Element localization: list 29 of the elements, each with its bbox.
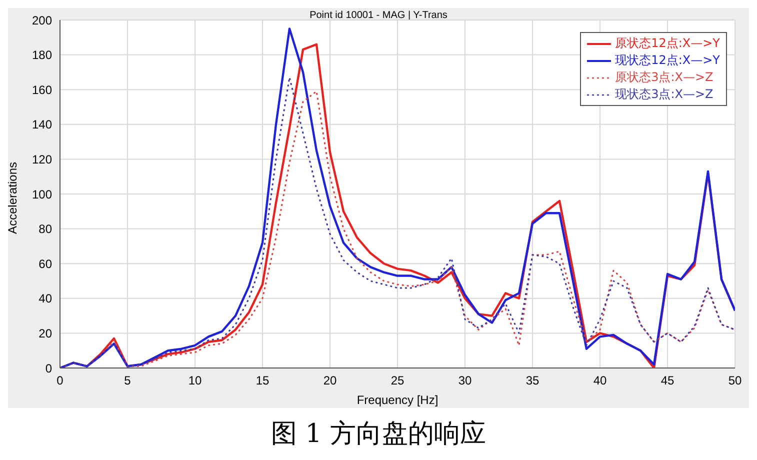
- y-tick-label: 200: [32, 13, 52, 28]
- x-tick-label: 15: [256, 374, 270, 388]
- x-tick-label: 30: [458, 374, 472, 388]
- x-tick-label: 35: [526, 374, 540, 388]
- legend-label: 原状态12点:X—>Y: [615, 35, 720, 52]
- x-tick-label: 40: [593, 374, 607, 388]
- x-axis-title: Frequency [Hz]: [356, 393, 438, 407]
- legend-label: 原状态3点:X—>Z: [615, 69, 714, 86]
- caption: 图 1 方向盘的响应: [270, 418, 488, 451]
- x-tick-label: 10: [188, 374, 202, 388]
- y-tick-label: 40: [38, 292, 52, 306]
- legend-label: 现状态3点:X—>Z: [615, 86, 714, 103]
- x-tick-label: 25: [390, 374, 404, 388]
- y-tick-label: 60: [38, 256, 52, 271]
- y-tick-label: 160: [32, 82, 52, 97]
- y-tick-label: 180: [32, 48, 52, 62]
- legend-label: 现状态12点:X—>Y: [615, 52, 720, 69]
- x-tick-label: 0: [56, 374, 64, 388]
- x-tick-label: 5: [124, 374, 132, 388]
- y-tick-label: 120: [32, 152, 52, 166]
- x-tick-label: 50: [728, 374, 742, 388]
- x-tick-label: 20: [323, 374, 337, 388]
- y-tick-label: 100: [32, 187, 52, 202]
- y-tick-label: 0: [45, 361, 52, 376]
- y-tick-label: 20: [38, 326, 52, 340]
- x-tick-label: 45: [660, 374, 674, 388]
- y-tick-label: 140: [32, 118, 52, 132]
- y-axis-title: Accelerations: [5, 162, 20, 234]
- y-tick-label: 80: [38, 222, 52, 236]
